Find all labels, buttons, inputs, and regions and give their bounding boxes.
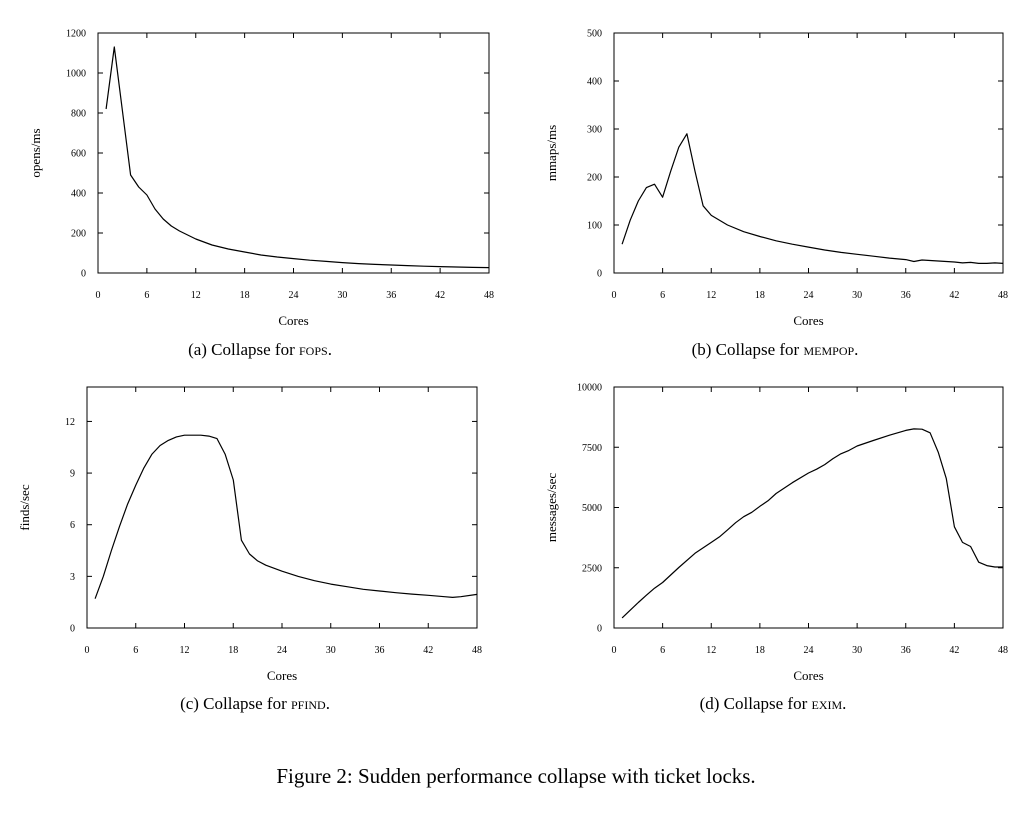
x-tick-label: 6 bbox=[144, 290, 149, 301]
caption-c: (c) Collapse for pfind. bbox=[155, 694, 355, 714]
caption-c-suffix: . bbox=[325, 694, 330, 713]
chart-b: 0 6 12 18 24 30 36 42 48 0 100 200 300 400 500 Cores mma… bbox=[544, 29, 1008, 329]
x-tick-label: 6 bbox=[660, 290, 665, 301]
y-tick-label: 800 bbox=[71, 109, 86, 120]
y-tick-label: 500 bbox=[587, 29, 602, 40]
caption-c-name: pfind bbox=[291, 694, 326, 713]
x-tick-label: 18 bbox=[240, 290, 250, 301]
x-tick-label: 36 bbox=[386, 290, 396, 301]
x-tick-label: 18 bbox=[755, 290, 765, 301]
chart-d: 0 6 12 18 24 30 36 42 48 0 2500 5000 7500 10000 Cores m… bbox=[544, 383, 1008, 684]
x-tick-label: 0 bbox=[96, 290, 101, 301]
y-tick-label: 5000 bbox=[582, 503, 602, 514]
y-tick-label: 6 bbox=[70, 520, 75, 531]
y-tick-label: 1200 bbox=[66, 29, 86, 40]
y-tick-label: 100 bbox=[587, 221, 602, 232]
x-tick-label: 24 bbox=[277, 645, 287, 656]
y-tick-label: 12 bbox=[65, 417, 75, 428]
caption-b-suffix: . bbox=[854, 340, 859, 359]
y-axis-label: mmaps/ms bbox=[544, 125, 559, 181]
x-tick-label: 42 bbox=[949, 290, 959, 301]
plot-frame bbox=[613, 32, 1004, 274]
caption-a-suffix: . bbox=[327, 340, 332, 359]
y-tick-label: 1000 bbox=[66, 69, 86, 80]
y-axis-label: messages/sec bbox=[544, 473, 559, 543]
x-tick-label: 30 bbox=[337, 290, 347, 301]
x-tick-label: 6 bbox=[133, 645, 138, 656]
x-tick-label: 36 bbox=[901, 645, 911, 656]
y-tick-label: 3 bbox=[70, 572, 75, 583]
x-tick-label: 42 bbox=[423, 645, 433, 656]
x-tick-label: 42 bbox=[435, 290, 445, 301]
chart-a: 0 6 12 18 24 30 36 42 48 0 200 400 600 800 1000 1200 Cor… bbox=[28, 29, 494, 329]
caption-b: (b) Collapse for mempop. bbox=[660, 340, 890, 360]
x-tick-label: 18 bbox=[755, 645, 765, 656]
x-tick-label: 6 bbox=[660, 645, 665, 656]
series-line bbox=[621, 428, 1003, 619]
x-tick-label: 0 bbox=[612, 290, 617, 301]
y-tick-label: 400 bbox=[587, 77, 602, 88]
y-tick-label: 200 bbox=[587, 173, 602, 184]
y-tick-label: 0 bbox=[70, 624, 75, 635]
y-tick-label: 200 bbox=[71, 229, 86, 240]
x-tick-label: 48 bbox=[998, 290, 1008, 301]
y-tick-label: 0 bbox=[597, 269, 602, 280]
series-line bbox=[105, 46, 490, 269]
x-tick-label: 0 bbox=[612, 645, 617, 656]
y-tick-label: 0 bbox=[81, 269, 86, 280]
y-tick-label: 10000 bbox=[577, 383, 602, 394]
x-tick-label: 48 bbox=[998, 645, 1008, 656]
y-axis-label: finds/sec bbox=[17, 484, 32, 530]
caption-d: (d) Collapse for exim. bbox=[673, 694, 873, 714]
x-tick-label: 30 bbox=[852, 290, 862, 301]
x-tick-label: 48 bbox=[484, 290, 494, 301]
y-tick-label: 9 bbox=[70, 469, 75, 480]
x-tick-label: 48 bbox=[472, 645, 482, 656]
series-line bbox=[621, 133, 1004, 264]
x-tick-label: 24 bbox=[289, 290, 299, 301]
x-tick-label: 12 bbox=[706, 290, 716, 301]
x-tick-label: 36 bbox=[901, 290, 911, 301]
x-axis-label: Cores bbox=[267, 668, 297, 683]
caption-d-prefix: (d) Collapse for bbox=[699, 694, 812, 713]
y-axis-label: opens/ms bbox=[28, 128, 43, 177]
x-tick-label: 12 bbox=[191, 290, 201, 301]
series-line bbox=[94, 434, 478, 599]
caption-a: (a) Collapse for fops. bbox=[160, 340, 360, 360]
x-axis-label: Cores bbox=[793, 313, 823, 328]
caption-d-name: exim bbox=[811, 694, 843, 713]
caption-b-prefix: (b) Collapse for bbox=[691, 340, 804, 359]
x-axis-label: Cores bbox=[278, 313, 308, 328]
caption-a-prefix: (a) Collapse for bbox=[188, 340, 299, 359]
figure-caption: Figure 2: Sudden performance collapse wi… bbox=[276, 764, 756, 788]
y-tick-label: 0 bbox=[597, 624, 602, 635]
plot-frame bbox=[86, 386, 478, 629]
x-tick-label: 12 bbox=[706, 645, 716, 656]
x-tick-label: 42 bbox=[949, 645, 959, 656]
x-tick-label: 12 bbox=[180, 645, 190, 656]
x-tick-label: 30 bbox=[326, 645, 336, 656]
y-tick-label: 2500 bbox=[582, 563, 602, 574]
x-tick-label: 24 bbox=[804, 645, 814, 656]
y-tick-label: 600 bbox=[71, 149, 86, 160]
caption-b-name: mempop bbox=[803, 340, 855, 359]
y-tick-label: 7500 bbox=[582, 443, 602, 454]
x-tick-label: 18 bbox=[228, 645, 238, 656]
caption-c-prefix: (c) Collapse for bbox=[180, 694, 291, 713]
y-tick-label: 300 bbox=[587, 125, 602, 136]
x-tick-label: 24 bbox=[804, 290, 814, 301]
plot-frame bbox=[613, 386, 1004, 629]
x-axis-label: Cores bbox=[793, 668, 823, 683]
plot-frame bbox=[97, 32, 490, 274]
y-tick-label: 400 bbox=[71, 189, 86, 200]
x-tick-label: 36 bbox=[375, 645, 385, 656]
x-tick-label: 0 bbox=[85, 645, 90, 656]
caption-a-name: fops bbox=[299, 340, 328, 359]
x-tick-label: 30 bbox=[852, 645, 862, 656]
caption-d-suffix: . bbox=[842, 694, 847, 713]
